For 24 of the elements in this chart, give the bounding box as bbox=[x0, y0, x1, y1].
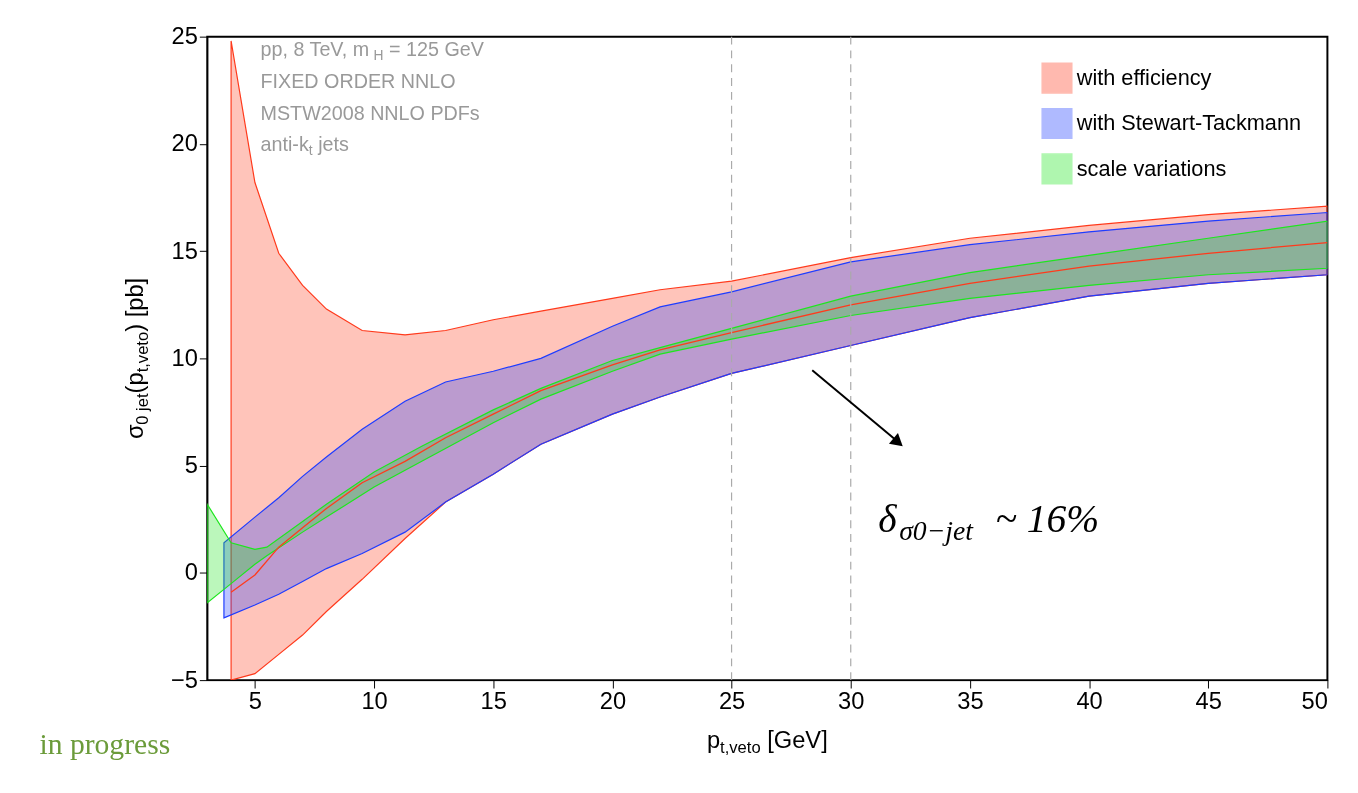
y-axis-title: σ0 jet(pt,veto) [pb] bbox=[122, 277, 153, 439]
x-tick-label: 50 bbox=[1301, 688, 1328, 715]
text: in progress bbox=[39, 728, 171, 761]
y-tick-label: 5 bbox=[184, 452, 198, 479]
x-tick-label: 40 bbox=[1076, 688, 1103, 715]
x-tick-label: 30 bbox=[838, 688, 865, 715]
annotation: FIXED ORDER NNLO bbox=[260, 69, 456, 92]
x-tick-label: 10 bbox=[361, 688, 388, 715]
legend-label: with efficiency bbox=[1075, 65, 1212, 91]
legend-label: with Stewart-Tackmann bbox=[1075, 110, 1302, 136]
x-tick-label: 15 bbox=[480, 688, 507, 715]
y-tick-label: 10 bbox=[171, 344, 198, 371]
y-tick-label: 20 bbox=[171, 130, 198, 157]
x-tick-label: 20 bbox=[599, 688, 627, 715]
x-tick-label: 45 bbox=[1195, 688, 1222, 715]
y-tick-label: 0 bbox=[184, 559, 198, 586]
annotation: MSTW2008 NNLO PDFs bbox=[260, 101, 480, 124]
x-tick-label: 5 bbox=[248, 688, 262, 715]
y-tick-label: −5 bbox=[170, 666, 198, 693]
x-tick-label: 25 bbox=[718, 688, 746, 715]
y-tick-label: 15 bbox=[171, 237, 198, 264]
legend-label: scale variations bbox=[1076, 155, 1227, 181]
y-tick-label: 25 bbox=[171, 23, 198, 50]
x-tick-label: 35 bbox=[957, 688, 984, 715]
